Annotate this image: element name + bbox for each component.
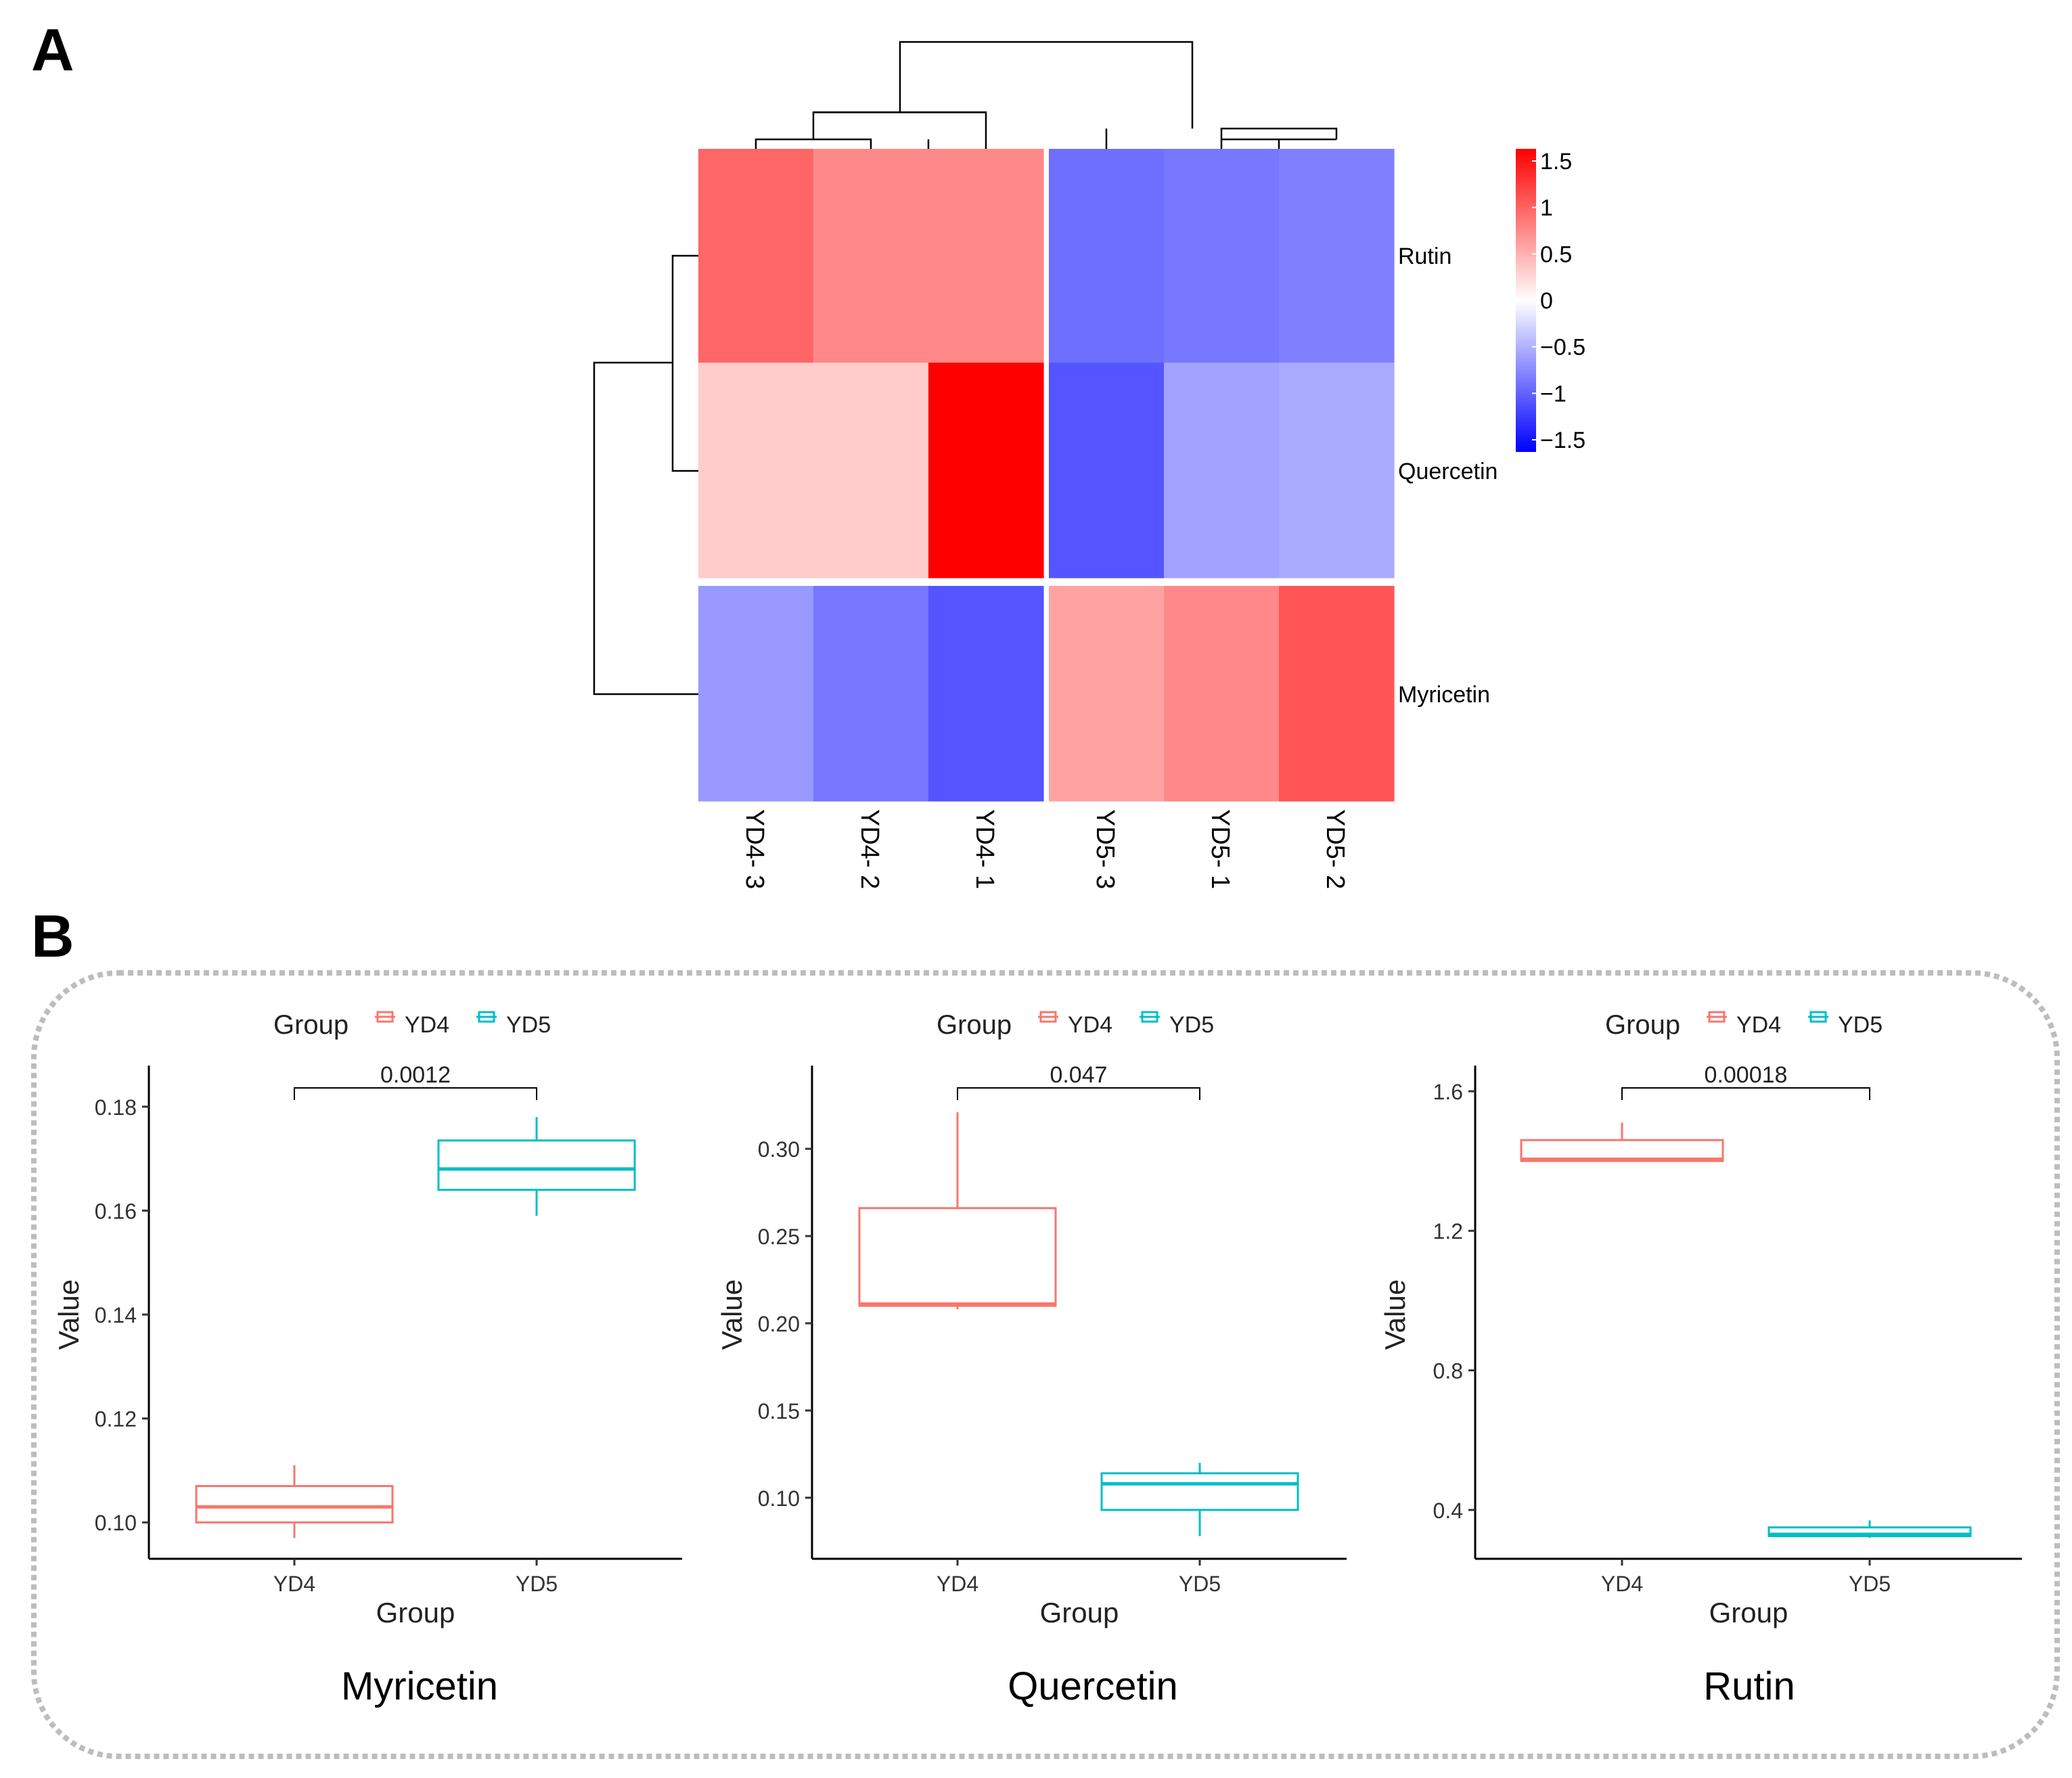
heatmap-cell [1279, 586, 1395, 802]
boxplot-rutin: Group YD4 YD5 0.4 0.8 1.2 1.6 YD4 YD5 Group Value 0… [1379, 1010, 2022, 1708]
panel-label-b: B [31, 903, 74, 970]
y-tick-label: 0.4 [1433, 1499, 1463, 1523]
y-tick-label: 0.18 [95, 1095, 137, 1120]
heatmap-panel: Rutin Quercetin Myricetin YD4- 3 YD4- 2 YD4- … [593, 41, 1585, 889]
y-tick-label: 1.6 [1433, 1080, 1463, 1104]
y-tick-label: 0.16 [95, 1199, 137, 1223]
heatmap-cell [1279, 149, 1395, 363]
x-axis-title: Group [376, 1597, 455, 1628]
heatmap-cell [698, 149, 814, 363]
heatmap-cell [813, 586, 929, 802]
heatmap-cell [1279, 363, 1395, 578]
heatmap-column-label: YD4- 3 [740, 809, 769, 889]
heatmap-cell [928, 363, 1044, 578]
box-body [1100, 1472, 1299, 1511]
heatmap-cell [1164, 363, 1280, 578]
colorbar-tick-label: −0.5 [1540, 335, 1585, 361]
legend-label: YD5 [1169, 1012, 1214, 1038]
y-tick-label: 0.8 [1433, 1359, 1463, 1384]
x-tick-label: YD5 [516, 1572, 558, 1596]
legend-label: YD4 [1736, 1012, 1781, 1038]
x-tick-label: YD5 [1179, 1572, 1221, 1596]
column-dendrogram-branch [899, 41, 1194, 129]
row-dendrogram-branch [593, 361, 698, 696]
y-tick-label: 0.12 [95, 1407, 137, 1432]
x-axis-title: Group [1709, 1597, 1788, 1628]
significance-bracket [294, 1087, 537, 1100]
column-dendrogram-branch [812, 111, 987, 149]
y-tick-label: 0.14 [95, 1303, 137, 1327]
heatmap-column-label: YD5- 2 [1321, 809, 1349, 889]
plot-title: Quercetin [1008, 1664, 1177, 1708]
heatmap-row-label: Quercetin [1398, 459, 1497, 484]
x-axis-title: Group [1040, 1597, 1119, 1628]
legend-label: YD5 [506, 1012, 551, 1038]
x-tick-label: YD4 [273, 1572, 315, 1596]
heatmap-cell [1164, 149, 1280, 363]
colorbar-tick-label: 0.5 [1540, 242, 1572, 267]
column-dendrogram-branch [755, 138, 872, 149]
heatmap-cell [698, 586, 814, 802]
y-tick-label: 0.10 [95, 1511, 137, 1535]
heatmap-cell [1164, 586, 1280, 802]
colorbar-tick-label: 0 [1540, 288, 1553, 314]
legend-label: YD5 [1838, 1012, 1883, 1038]
x-tick-label: YD5 [1849, 1572, 1891, 1596]
heatmap-cell [1049, 149, 1165, 363]
y-axis-title: Value [1379, 1279, 1411, 1350]
heatmap-row-label: Myricetin [1398, 682, 1490, 708]
y-tick-label: 0.20 [758, 1312, 800, 1336]
heatmap-cell [698, 363, 814, 578]
p-value-label: 0.0012 [380, 1062, 451, 1088]
heatmap-column-label: YD5- 3 [1091, 809, 1119, 889]
heatmap-cell [813, 149, 929, 363]
colorbar-tick-label: 1 [1540, 196, 1553, 221]
boxplot-quercetin: Group YD4 YD5 0.10 0.15 0.20 0.25 0.30 YD4 YD5 Gro… [716, 1010, 1347, 1708]
y-tick-label: 0.30 [758, 1137, 800, 1162]
heatmap-column-label: YD4- 2 [855, 809, 884, 889]
heatmap-column-label: YD5- 1 [1206, 809, 1234, 889]
y-tick-label: 1.2 [1433, 1219, 1463, 1244]
box-body [437, 1139, 636, 1191]
significance-bracket [957, 1087, 1200, 1100]
colorbar-tick-label: −1.5 [1540, 428, 1585, 453]
heatmap-cell [928, 586, 1044, 802]
p-value-label: 0.00018 [1705, 1062, 1788, 1088]
plot-title: Rutin [1703, 1664, 1795, 1708]
heatmap-cell [1049, 586, 1165, 802]
significance-bracket [1621, 1087, 1870, 1100]
y-axis-title: Value [53, 1279, 85, 1350]
colorbar-tick-label: 1.5 [1540, 149, 1572, 175]
heatmap-cell [928, 149, 1044, 363]
heatmap-column-label: YD4- 1 [970, 809, 999, 889]
y-axis-title: Value [716, 1279, 748, 1350]
panel-label-a: A [31, 16, 74, 83]
y-tick-label: 0.10 [758, 1486, 800, 1511]
x-tick-label: YD4 [937, 1572, 978, 1596]
box-body [195, 1484, 394, 1524]
plot-title: Myricetin [341, 1664, 498, 1708]
y-tick-label: 0.15 [758, 1399, 800, 1423]
box-body [858, 1207, 1057, 1307]
x-tick-label: YD4 [1601, 1572, 1643, 1596]
row-dendrogram-branch [671, 254, 698, 472]
heatmap-row-label: Rutin [1398, 244, 1451, 269]
legend-title: Group [937, 1010, 1012, 1040]
legend-title: Group [1605, 1010, 1680, 1040]
heatmap-cell [1049, 363, 1165, 578]
p-value-label: 0.047 [1050, 1062, 1107, 1088]
legend-label: YD4 [1068, 1012, 1112, 1038]
boxplot-myricetin: Group YD4 YD5 0.10 0.12 0.14 0.16 0.18 YD4 YD5 Gro… [53, 1010, 682, 1708]
panel-b-frame [31, 970, 2060, 1759]
legend-label: YD4 [405, 1012, 449, 1038]
y-tick-label: 0.25 [758, 1225, 800, 1249]
box-body [1520, 1139, 1724, 1162]
heatmap-cell [813, 363, 929, 578]
colorbar-tick-label: −1 [1540, 381, 1567, 407]
legend-title: Group [273, 1010, 348, 1040]
